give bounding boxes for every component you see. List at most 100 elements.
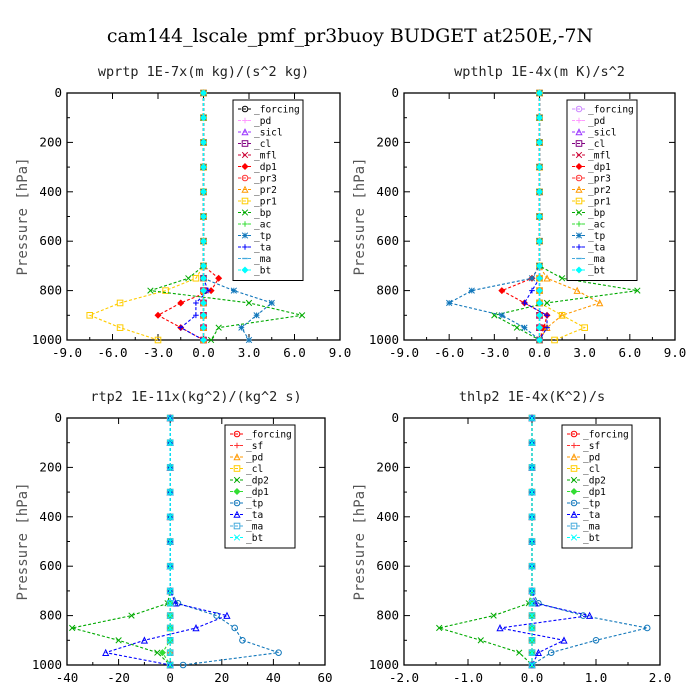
x-tick-label: 6.0 [283,345,306,360]
legend-entry-sf: _sf [583,441,600,452]
data-point [535,89,544,97]
legend-marker [575,174,583,182]
x-tick-label: -6.0 [434,345,464,360]
x-tick-label: -6.0 [97,345,127,360]
legend-marker [575,140,583,147]
legend-marker [575,197,583,205]
data-point [298,312,306,319]
y-tick-label: 1000 [369,657,399,672]
data-point [560,636,568,644]
legend-entry-ac: _ac [254,219,271,230]
data-point [128,612,135,619]
legend-entry-ma: _ma [254,254,271,265]
data-point [534,648,543,656]
legend-entry-bp: _bp [254,208,271,219]
legend-entry-tp: _tp [583,498,600,509]
series-line-dp1 [156,93,220,341]
data-point [535,299,544,307]
legend-marker [576,221,582,227]
legend-entry-pd: _pd [583,452,600,463]
legend: _forcing_sf_pd_cl_dp2_dp1_tp_ta_ma_bt [561,424,633,549]
data-point [543,299,551,307]
data-point [528,612,536,619]
x-tick-label: 0 [166,670,174,685]
legend-marker [575,209,583,216]
data-point [528,464,536,471]
data-point [199,163,208,171]
data-point [158,649,166,657]
data-point [643,624,651,632]
legend-marker [241,185,249,193]
legend-marker [241,174,249,182]
legend-entry-ta: _ta [254,242,271,253]
series-line-dp2 [437,418,533,666]
x-tick-label: -20 [107,670,130,685]
legend-marker [575,232,583,239]
data-point [468,287,475,294]
legend-marker [234,442,240,449]
data-point [253,312,260,319]
legend-entry-ac: _ac [588,219,605,230]
data-point [558,312,566,319]
data-point [167,587,174,595]
legend-marker [233,522,241,530]
legend-entry-dp1: _dp1 [246,487,269,498]
data-point [490,612,497,619]
legend-entry-dp1: _dp1 [254,162,277,173]
data-point [185,275,192,282]
x-tick-label: 0.0 [528,345,551,360]
panel-wpthlp: wpthlp 1E-4x(m K)/s^2 Pressure [hPa] -9.… [352,64,686,360]
data-point [116,299,124,307]
data-point [528,538,536,545]
legend-entry-pd: _pd [254,116,271,127]
data-point [199,114,208,122]
data-point [477,637,484,644]
panel-rtp2: rtp2 1E-11x(kg^2)/(kg^2 s) Pressure [hPa… [15,389,333,685]
data-point [498,312,506,319]
data-point [581,324,588,331]
data-point [154,311,162,319]
y-tick-label: 800 [376,608,399,623]
legend-entry-cl: _cl [583,464,600,475]
data-point [115,637,122,644]
series-bt [535,89,544,344]
data-point [147,287,154,294]
data-point [535,287,544,295]
data-point [162,287,169,294]
data-point [167,414,174,422]
y-tick-label: 400 [39,509,62,524]
series-line-dp2 [72,418,171,666]
y-tick-label: 600 [376,233,399,248]
x-tick-label: -40 [56,670,79,685]
data-point [528,661,536,669]
legend-marker [242,244,248,250]
legend-marker [570,430,578,438]
series-bt [167,414,174,669]
panel-wprtp: wprtp 1E-7x(m kg)/(s^2 kg) Pressure [hPa… [15,64,351,360]
panel-title-wpthlp: wpthlp 1E-4x(m K)/s^2 [454,64,625,80]
data-point [215,324,222,331]
y-tick-label: 1000 [32,657,62,672]
y-tick-label: 800 [376,283,399,298]
legend-entry-pd: _pd [246,452,263,463]
panel-title-rtp2: rtp2 1E-11x(kg^2)/(kg^2 s) [90,389,301,405]
data-point [199,336,208,344]
data-point [245,299,253,307]
data-point [207,336,215,344]
data-point [535,324,544,332]
data-point [528,439,536,446]
y-tick-label: 200 [39,459,62,474]
y-axis-label-wpthlp: Pressure [hPa] [352,157,368,275]
data-point [215,274,223,282]
data-point [199,237,208,245]
data-point [573,286,581,294]
x-tick-label: -2.0 [389,670,419,685]
figure-title: cam144_lscale_pmf_pr3buoy BUDGET at250E,… [107,25,593,47]
data-point [596,299,604,307]
data-point [521,324,528,331]
x-tick-label: -9.0 [52,345,82,360]
data-point [86,312,94,319]
data-point [528,637,536,644]
series-line-pr1 [88,93,205,341]
data-point [167,563,174,570]
